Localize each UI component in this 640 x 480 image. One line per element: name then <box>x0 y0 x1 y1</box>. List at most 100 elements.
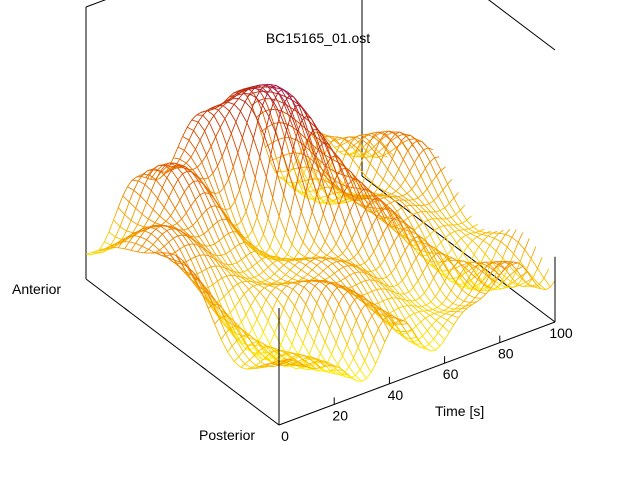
mesh-line <box>389 185 397 192</box>
mesh-line <box>524 249 532 259</box>
mesh-line <box>333 136 339 140</box>
mesh-line <box>527 271 533 279</box>
mesh-line <box>371 217 377 227</box>
mesh-line <box>359 262 365 266</box>
mesh-line <box>256 262 264 272</box>
mesh-line <box>371 131 378 134</box>
mesh-line <box>344 195 350 199</box>
mesh-line <box>380 160 389 170</box>
mesh-line <box>130 243 136 251</box>
mesh-line <box>386 217 394 220</box>
mesh-line <box>184 185 190 193</box>
mesh-line <box>416 140 424 151</box>
mesh-line <box>285 232 293 245</box>
mesh-line <box>232 231 240 245</box>
mesh-line <box>159 246 165 251</box>
mesh-line <box>299 104 308 117</box>
mesh-line <box>468 287 474 296</box>
mesh-line <box>520 275 526 283</box>
mesh-line <box>243 269 248 273</box>
mesh-line <box>504 275 512 283</box>
mesh-line <box>468 294 476 299</box>
mesh-line <box>437 307 444 311</box>
mesh-line <box>278 269 286 276</box>
mesh-line <box>411 257 417 267</box>
mesh-line <box>396 207 402 212</box>
mesh-line <box>423 238 431 246</box>
mesh-line <box>327 263 333 268</box>
mesh-line <box>297 119 303 132</box>
mesh-line <box>351 141 359 148</box>
mesh-line <box>278 320 286 333</box>
mesh-line <box>264 287 272 293</box>
mesh-line <box>345 192 351 199</box>
mesh-line <box>233 271 241 278</box>
mesh-line <box>141 245 149 250</box>
mesh-line <box>199 139 207 156</box>
mesh-line <box>438 227 446 238</box>
mesh-line <box>421 211 429 221</box>
mesh-line <box>250 196 258 218</box>
mesh-line <box>357 197 364 207</box>
mesh-line <box>471 240 480 248</box>
mesh-line <box>103 231 110 243</box>
mesh-line <box>455 214 463 224</box>
mesh-line <box>188 267 196 280</box>
mesh-line <box>424 343 430 348</box>
mesh-line <box>291 229 298 245</box>
mesh-line <box>141 239 148 247</box>
mesh-line <box>196 271 203 275</box>
mesh-line <box>330 157 338 176</box>
mesh-line <box>247 229 253 238</box>
mesh-line <box>192 220 198 226</box>
mesh-line <box>331 250 339 258</box>
mesh-line <box>278 194 285 217</box>
mesh-line <box>234 243 240 248</box>
mesh-line <box>354 272 362 283</box>
mesh-line <box>324 141 329 145</box>
mesh-line <box>444 280 452 291</box>
mesh-line <box>341 260 349 267</box>
mesh-line <box>366 235 375 252</box>
mesh-line <box>411 329 419 341</box>
mesh-line <box>339 372 345 376</box>
mesh-line <box>309 293 318 304</box>
mesh-line <box>180 262 188 267</box>
mesh-line <box>338 204 346 224</box>
mesh-line <box>209 245 217 256</box>
mesh-line <box>182 234 188 237</box>
mesh-line <box>412 212 418 216</box>
mesh-line <box>324 136 331 143</box>
mesh-line <box>324 341 332 355</box>
mesh-line <box>382 225 388 235</box>
mesh-line <box>241 259 249 271</box>
mesh-line <box>300 124 307 139</box>
mesh-line <box>355 375 363 382</box>
mesh-line <box>172 146 179 158</box>
mesh-line <box>384 146 390 153</box>
mesh-line <box>168 157 174 168</box>
mesh-line <box>303 172 311 187</box>
mesh-line <box>480 253 486 264</box>
mesh-line <box>329 273 335 278</box>
mesh-line <box>221 253 226 256</box>
mesh-line <box>334 146 340 153</box>
mesh-line <box>390 208 398 218</box>
mesh-line <box>254 291 261 299</box>
mesh-line <box>324 328 331 343</box>
mesh-line <box>236 93 244 96</box>
mesh-line <box>222 101 228 107</box>
mesh-line <box>309 240 315 251</box>
mesh-line <box>339 138 345 146</box>
mesh-line <box>266 255 271 258</box>
mesh-line <box>409 242 417 259</box>
mesh-line <box>380 149 387 161</box>
mesh-line <box>138 173 144 182</box>
mesh-line <box>274 234 282 247</box>
mesh-line <box>179 248 187 262</box>
mesh-line <box>353 357 361 370</box>
mesh-line <box>340 141 348 146</box>
mesh-line <box>246 280 254 287</box>
mesh-line <box>332 287 338 294</box>
mesh-line <box>362 292 368 296</box>
